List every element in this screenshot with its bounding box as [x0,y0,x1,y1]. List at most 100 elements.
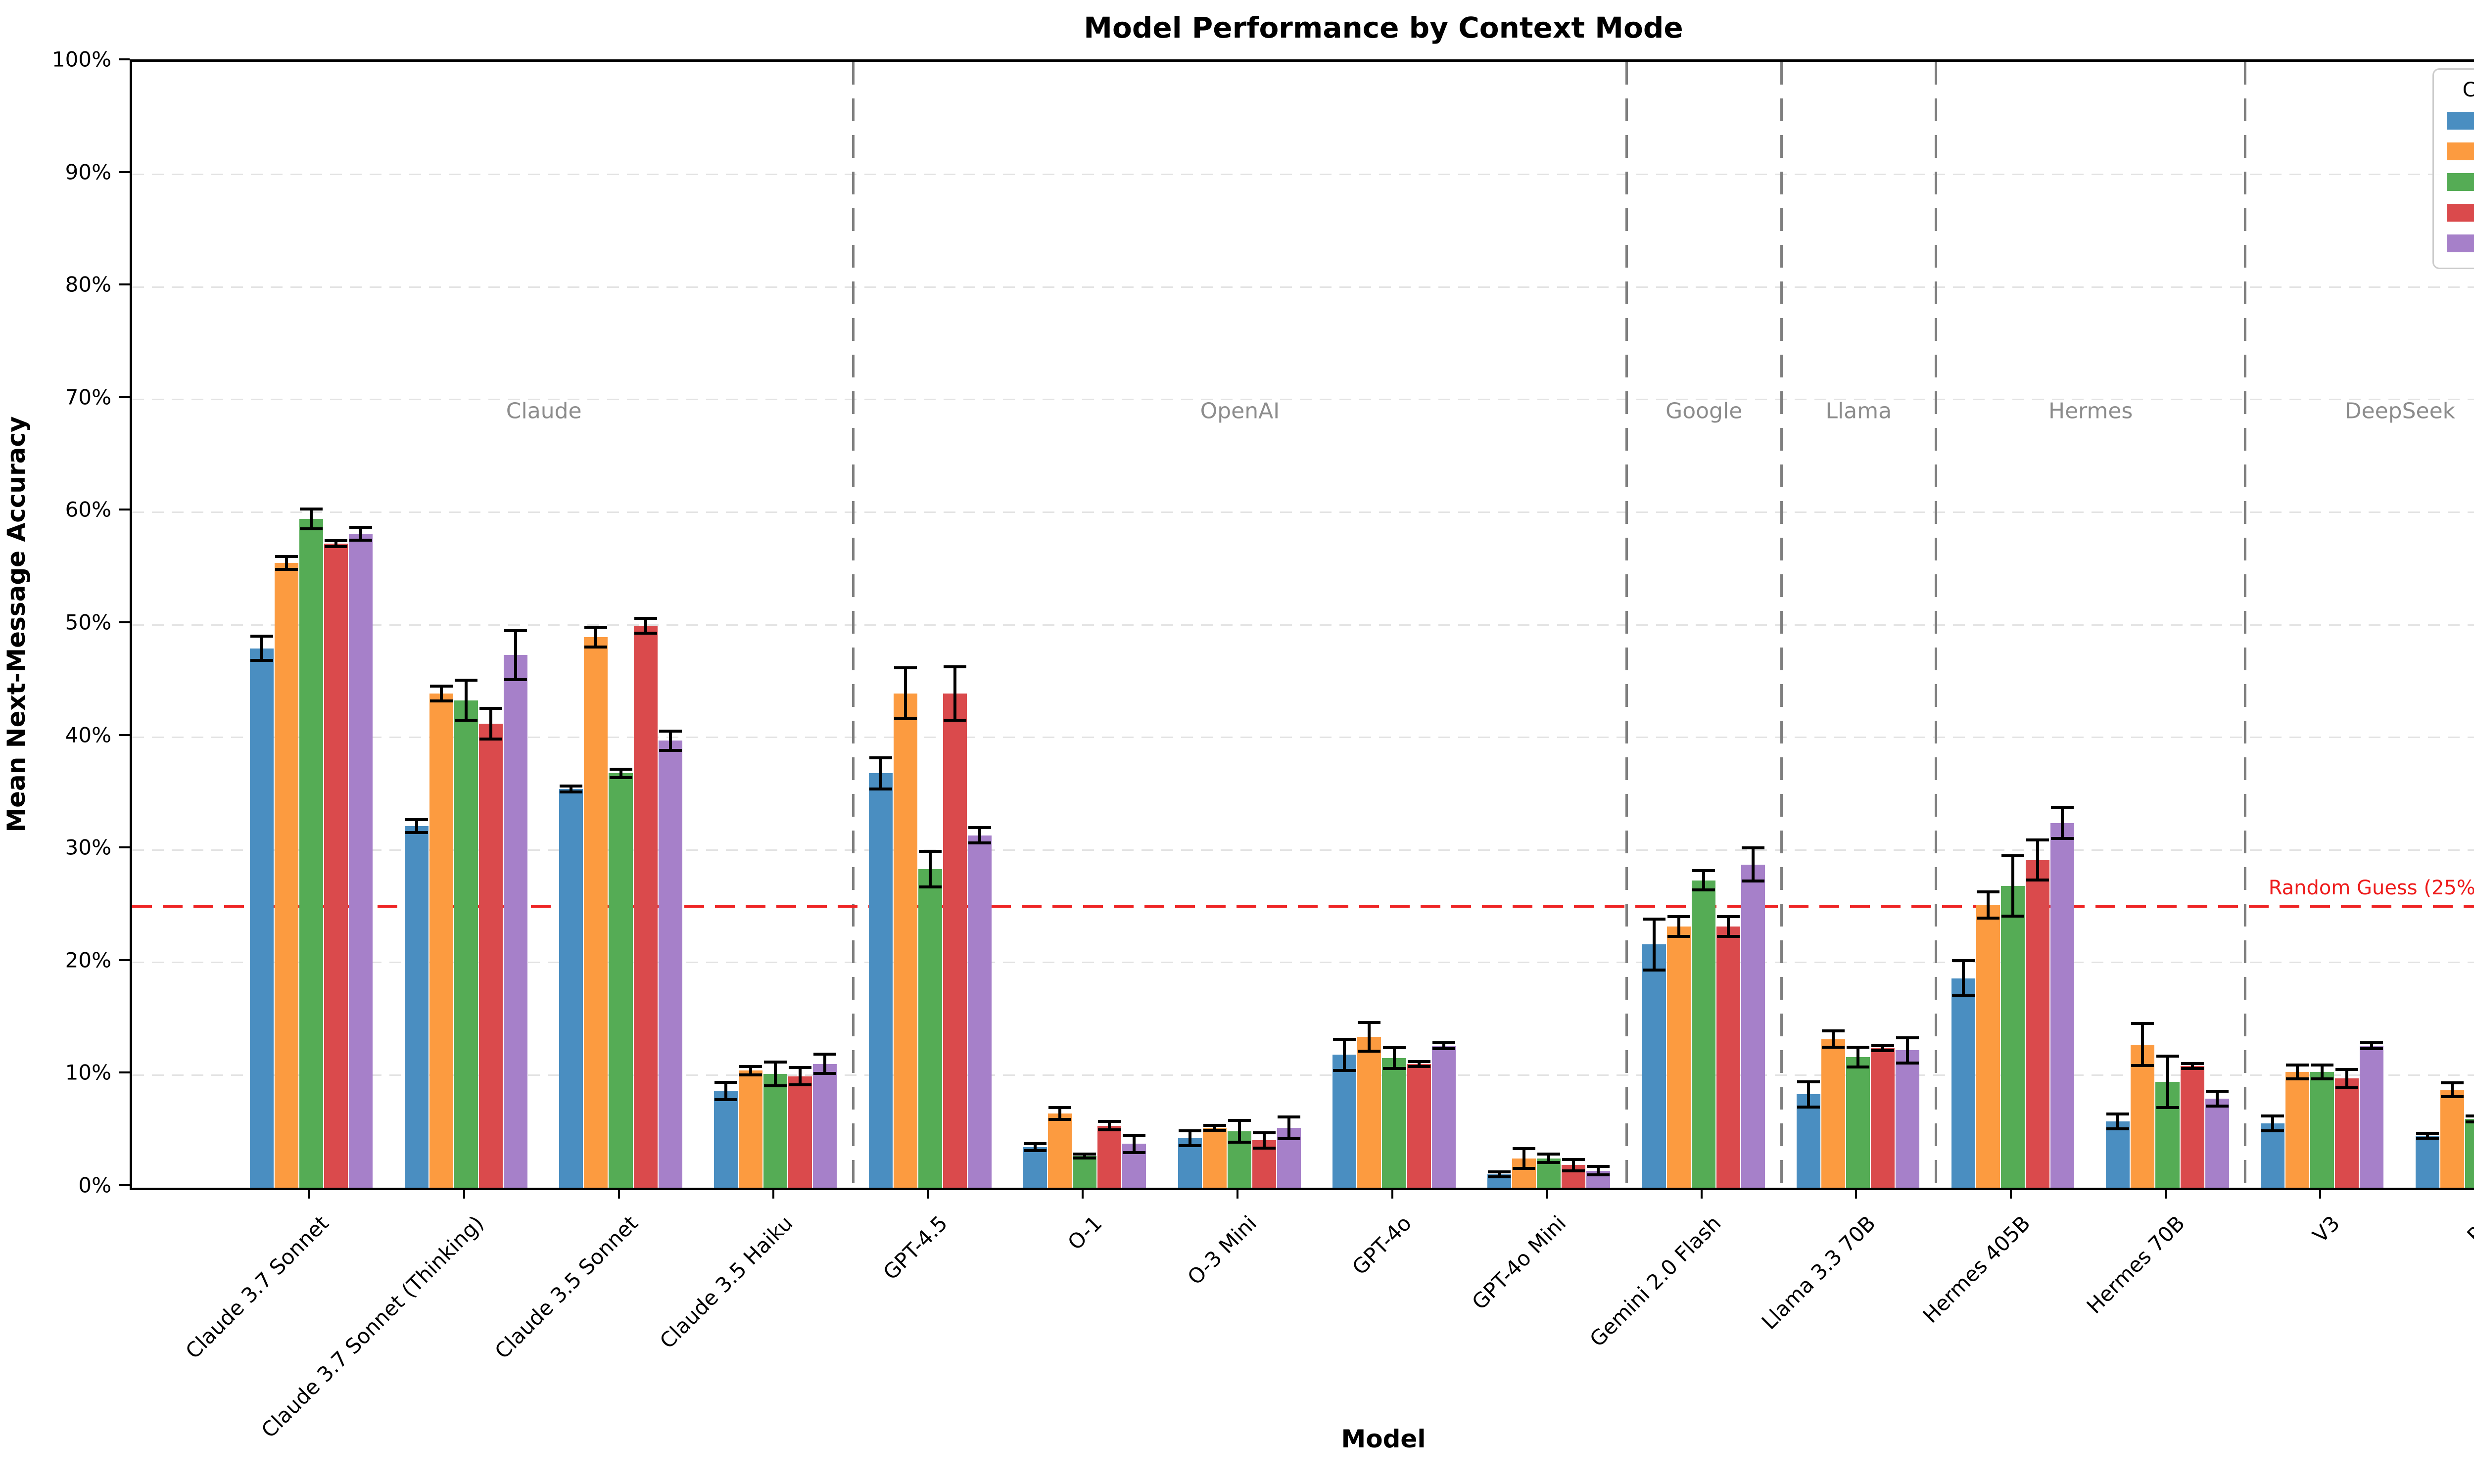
chart-title: Model Performance by Context Mode [1084,11,1683,45]
error-bar-GPT-4.5-100 Summary [978,826,981,844]
legend-entry-No Context: No Context [2447,109,2474,132]
bar-Claude 3.5 Haiku-100 Summary [813,1064,837,1188]
bar-GPT-4.5-No Context [868,773,893,1188]
error-cap-bottom [1203,1129,1226,1132]
error-bar-Claude 3.5 Haiku-100 Raw [799,1066,802,1087]
gridline-40 [132,737,2474,739]
error-cap-bottom [2465,1120,2474,1124]
error-cap-bottom [789,1083,812,1087]
x-tick-label-Claude 3.5 Sonnet: Claude 3.5 Sonnet [490,1211,643,1364]
bar-Llama 3.3 70B-100 Summary [1896,1050,1920,1188]
y-tick-mark-20% [119,959,130,961]
bar-Claude 3.5 Sonnet-No Context [559,789,583,1188]
error-bar-Claude 3.5 Haiku-100 Summary [823,1052,827,1075]
x-tick-label-GPT-4o Mini: GPT-4o Mini [1467,1211,1571,1315]
error-cap-top [349,525,373,529]
error-bar-Claude 3.7 Sonnet (Thinking)-50 Summary [464,679,468,722]
error-cap-bottom [1277,1137,1300,1141]
legend-swatch-100 Raw [2447,204,2474,222]
error-cap-bottom [2261,1129,2284,1133]
error-cap-top [1073,1153,1096,1156]
error-bar-GPT-4.5-50 Summary [928,850,932,888]
error-cap-bottom [813,1072,837,1075]
error-cap-bottom [2286,1077,2309,1080]
error-bar-Llama 3.3 70B-100 Raw [1881,1044,1885,1052]
error-cap-top [1871,1044,1895,1047]
error-cap-bottom [764,1084,787,1088]
error-bar-O-3 Mini-50 Summary [1237,1119,1241,1144]
error-cap-top [1847,1046,1870,1049]
error-cap-top [1358,1021,1381,1024]
error-cap-top [2335,1067,2359,1071]
error-cap-top [789,1066,812,1069]
y-tick-label-20%: 20% [65,948,111,973]
error-cap-top [479,707,502,710]
bar-GPT-4.5-50 Raw [893,693,917,1188]
error-cap-bottom [1048,1117,1072,1121]
bar-Gemini 2.0 Flash-100 Raw [1716,926,1740,1188]
error-bar-GPT-4o-100 Raw [1417,1060,1421,1068]
x-tick-label-V3: V3 [2307,1211,2344,1248]
gridline-80 [132,286,2474,288]
x-tick-label-O-1: O-1 [1063,1211,1107,1255]
error-cap-bottom [1951,994,1975,998]
x-tick-mark-GPT-4o Mini [1546,1188,1548,1199]
error-cap-bottom [349,538,373,542]
error-cap-bottom [943,718,966,722]
error-cap-bottom [275,567,298,571]
y-tick-label-50%: 50% [65,610,111,635]
error-cap-top [1048,1106,1072,1109]
y-tick-mark-10% [119,1071,130,1074]
error-bar-GPT-4o-50 Summary [1392,1046,1396,1070]
error-bar-Claude 3.7 Sonnet-No Context [260,635,264,662]
y-tick-mark-30% [119,846,130,849]
bar-Claude 3.5 Sonnet-100 Raw [633,626,658,1188]
y-tick-mark-90% [119,171,130,173]
error-bar-Claude 3.7 Sonnet-50 Raw [285,555,288,571]
error-cap-bottom [894,717,917,721]
error-bar-Gemini 2.0 Flash-50 Summary [1702,869,1705,892]
bar-Gemini 2.0 Flash-100 Summary [1741,864,1765,1188]
error-cap-top [2026,838,2049,842]
bar-Claude 3.7 Sonnet-50 Summary [299,519,324,1188]
gridline-20 [132,962,2474,964]
error-bar-Gemini 2.0 Flash-100 Raw [1726,915,1730,938]
error-cap-bottom [300,527,323,530]
bar-Gemini 2.0 Flash-50 Raw [1666,926,1691,1188]
error-cap-top [1178,1129,1201,1132]
y-tick-label-70%: 70% [65,385,111,410]
error-cap-bottom [1407,1065,1430,1068]
error-cap-bottom [1382,1067,1406,1070]
bar-Llama 3.3 70B-50 Summary [1846,1057,1870,1188]
vendor-label-DeepSeek: DeepSeek [2344,398,2456,424]
error-bar-O-3 Mini-50 Raw [1213,1124,1216,1132]
error-cap-bottom [405,831,428,835]
bar-R1-50 Raw [2440,1090,2464,1188]
error-cap-bottom [560,790,583,794]
x-tick-mark-O-3 Mini [1236,1188,1238,1199]
error-cap-top [454,679,477,682]
error-bar-Llama 3.3 70B-50 Raw [1832,1029,1835,1049]
error-bar-GPT-4o Mini-100 Summary [1597,1165,1600,1177]
x-tick-mark-GPT-4.5 [927,1188,929,1199]
bar-GPT-4o-100 Raw [1407,1064,1431,1188]
error-bar-Hermes 70B-50 Raw [2141,1022,2144,1067]
bar-V3-100 Summary [2360,1046,2384,1188]
error-cap-bottom [1896,1061,1919,1065]
bar-Claude 3.7 Sonnet-100 Summary [349,533,373,1188]
error-cap-bottom [1741,880,1764,883]
vendor-separator-2 [1625,62,1628,1188]
error-cap-top [1976,890,1999,894]
bar-GPT-4o-50 Summary [1382,1058,1406,1188]
legend-rows: No Context 50 Raw 50 Summary 100 Raw 100 Sum… [2447,109,2474,255]
error-cap-bottom [1432,1047,1455,1051]
x-tick-mark-GPT-4o [1391,1188,1393,1199]
random-guess-label: Random Guess (25%) [2268,877,2474,899]
legend-entry-100 Summary: 100 Summary [2447,232,2474,255]
error-bar-O-3 Mini-100 Summary [1287,1115,1290,1141]
error-bar-GPT-4o Mini-50 Raw [1522,1147,1526,1170]
y-tick-mark-60% [119,509,130,511]
bar-V3-No Context [2261,1123,2285,1188]
error-cap-top [1252,1131,1276,1135]
bar-Claude 3.5 Sonnet-50 Raw [584,637,608,1188]
